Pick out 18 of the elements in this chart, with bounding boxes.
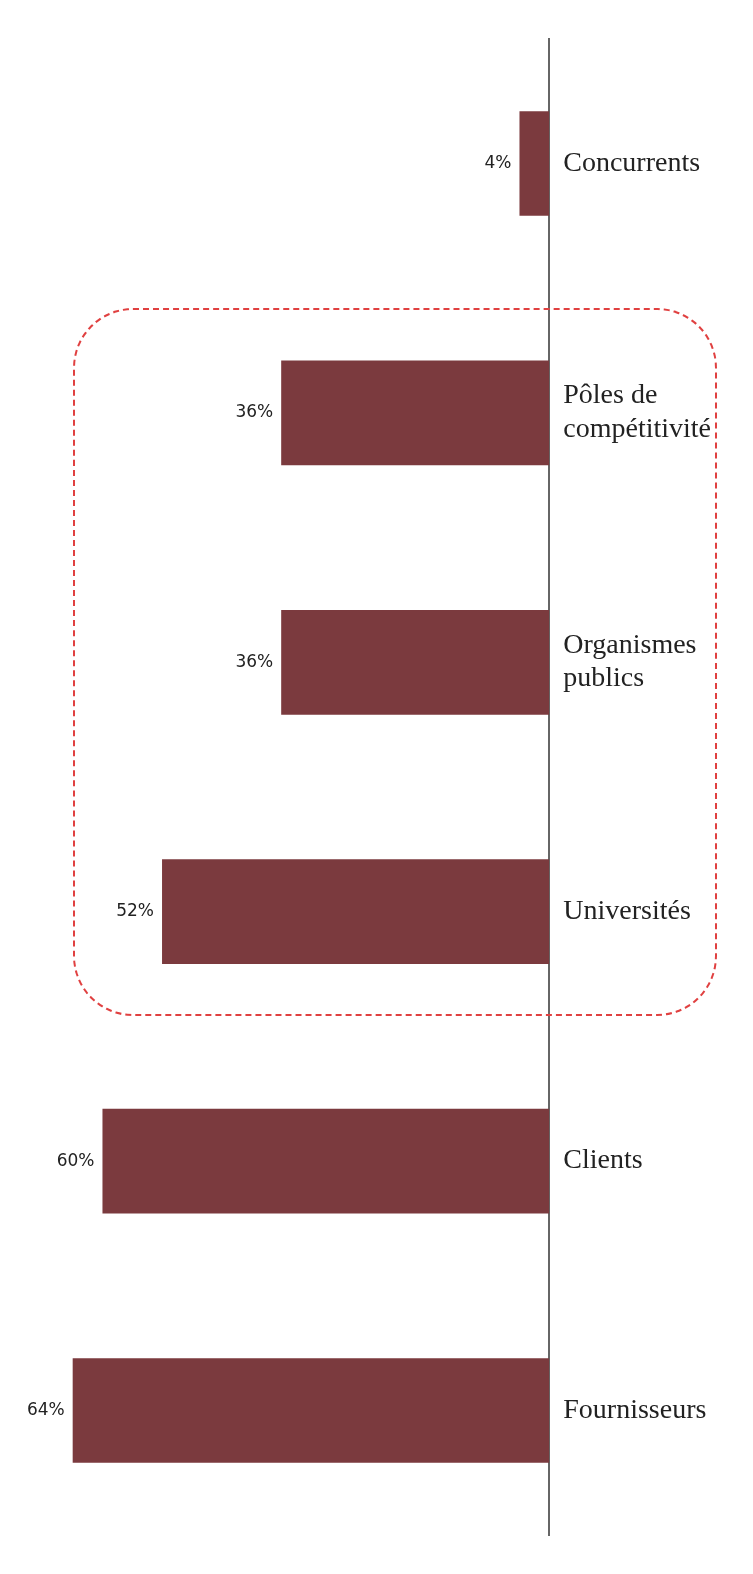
- data-label: 64%: [26, 1398, 65, 1419]
- y-tick-label: Concurrents: [563, 145, 701, 177]
- data-label: 36%: [235, 650, 274, 671]
- bar: [162, 859, 550, 965]
- y-tick-label: Clients: [563, 1143, 643, 1175]
- y-tick-label: Organismes publics: [563, 627, 697, 693]
- y-tick-label: Fournisseurs: [563, 1392, 707, 1424]
- y-tick-label: Pôles de compétitivité: [563, 378, 712, 444]
- bar: [72, 1358, 550, 1463]
- data-label: 52%: [116, 900, 155, 921]
- data-label: 60%: [56, 1149, 95, 1170]
- bar: [519, 111, 550, 216]
- data-label: 36%: [235, 401, 274, 422]
- bar: [281, 360, 550, 466]
- bar: [102, 1108, 550, 1214]
- data-label: 4%: [484, 151, 512, 172]
- y-tick-label: Universités: [563, 894, 691, 926]
- bar: [281, 609, 550, 715]
